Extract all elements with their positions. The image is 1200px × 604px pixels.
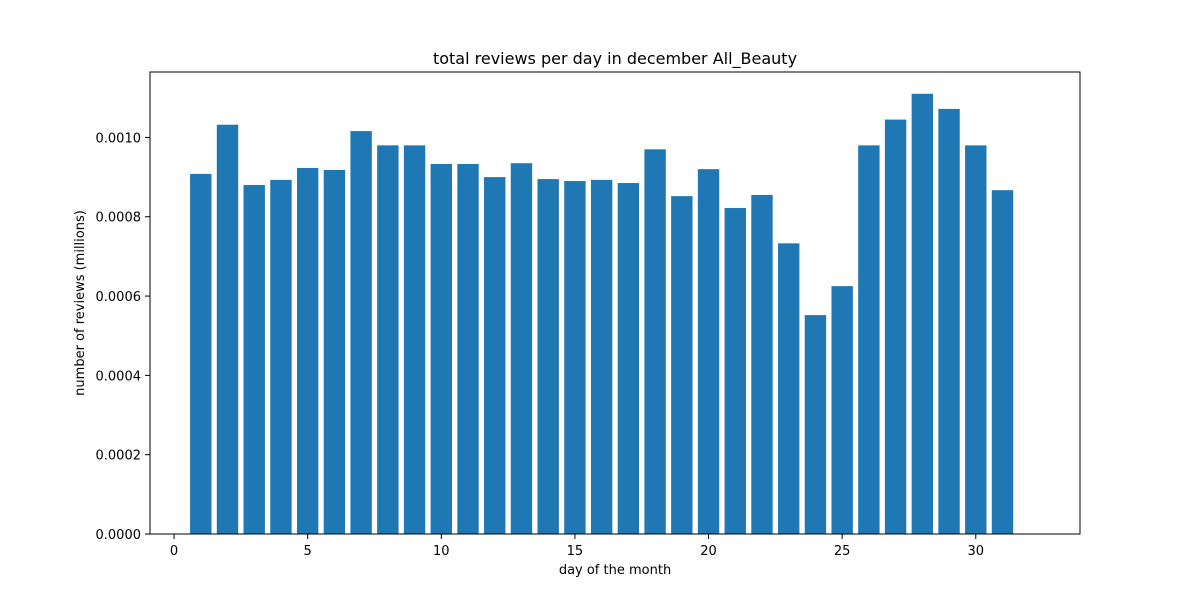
bar-day-31: [991, 190, 1014, 534]
bar-day-24: [804, 315, 827, 534]
x-tick-label: 10: [433, 544, 450, 559]
y-tick-label: 0.0008: [96, 211, 142, 226]
x-tick-label: 5: [304, 544, 312, 559]
bar-day-25: [831, 286, 853, 534]
bar-day-19: [671, 196, 693, 534]
bar-day-11: [457, 164, 479, 534]
y-tick-label: 0.0004: [96, 369, 142, 384]
bar-day-7: [350, 131, 372, 534]
bar-day-17: [617, 183, 640, 535]
y-tick-label: 0.0002: [96, 449, 142, 464]
x-tick-label: 0: [170, 544, 178, 559]
bar-day-21: [724, 208, 746, 534]
x-tick-label: 20: [700, 544, 717, 559]
x-tick-label: 30: [968, 544, 985, 559]
chart-title: total reviews per day in december All_Be…: [433, 49, 797, 69]
bar-day-23: [778, 243, 800, 534]
bar-day-18: [644, 149, 666, 534]
y-tick-label: 0.0006: [96, 290, 142, 305]
bar-day-5: [296, 167, 319, 534]
bar-day-26: [858, 145, 880, 535]
bar-day-9: [403, 145, 426, 535]
bar-day-13: [510, 163, 533, 534]
bar-day-29: [938, 108, 960, 534]
plot-frame: [149, 71, 1081, 535]
bar-day-2: [216, 124, 239, 535]
bar-day-30: [965, 145, 987, 535]
x-tick-label: 25: [834, 544, 851, 559]
y-tick-label: 0.0010: [96, 131, 142, 146]
bar-day-20: [697, 169, 720, 534]
bars-group: [190, 93, 1014, 535]
x-tick-label: 15: [567, 544, 584, 559]
y-axis-label: number of reviews (millions): [73, 210, 88, 396]
bar-day-16: [590, 179, 613, 534]
bar-day-28: [911, 93, 934, 534]
y-axis-ticks: 0.0000 0.0002 0.0004 0.0006 0.0008 0.0010: [96, 131, 150, 543]
y-tick-label: 0.0000: [96, 528, 142, 543]
x-axis-label: day of the month: [559, 563, 671, 578]
bar-day-12: [484, 177, 506, 534]
bar-day-27: [884, 119, 907, 534]
bar-day-6: [323, 169, 346, 534]
bar-day-15: [564, 181, 586, 534]
bar-day-22: [751, 194, 773, 534]
x-axis-ticks: 0 5 10 15 20 25 30: [170, 534, 984, 559]
bar-day-10: [430, 164, 452, 534]
bar-day-3: [243, 185, 265, 534]
bar-day-4: [270, 179, 292, 534]
bar-day-14: [537, 179, 559, 534]
bar-day-1: [190, 173, 212, 535]
bar-day-8: [377, 145, 399, 535]
